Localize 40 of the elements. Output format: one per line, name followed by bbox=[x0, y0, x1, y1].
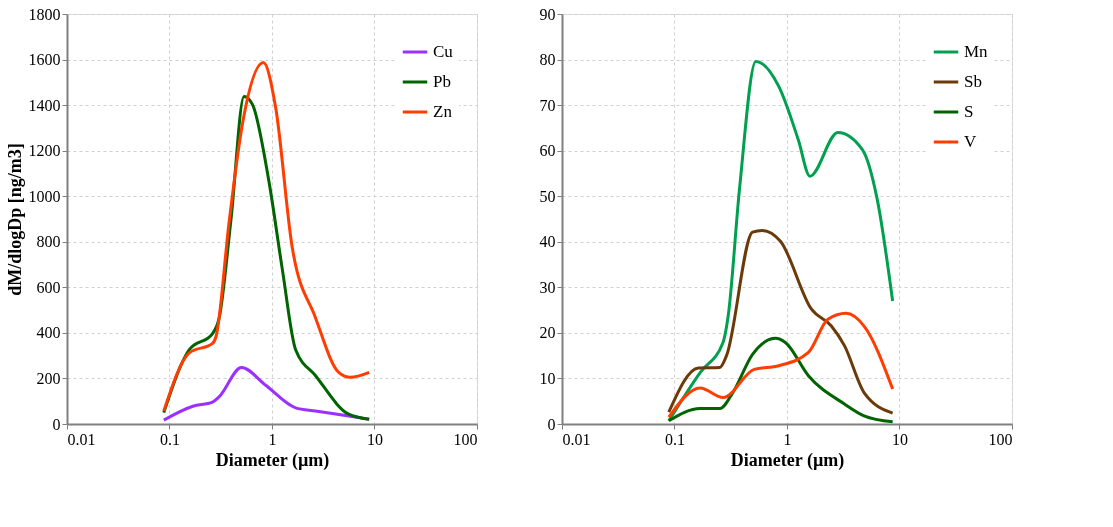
y-axis-title: dM/dlogDp [ng/m3] bbox=[4, 143, 25, 296]
legend-label: V bbox=[964, 132, 977, 151]
y-tick-label: 400 bbox=[36, 324, 61, 342]
legend-label: Cu bbox=[433, 42, 454, 61]
y-tick-label: 1800 bbox=[28, 5, 61, 23]
y-tick-label: 1000 bbox=[28, 187, 61, 205]
y-tick-label: 70 bbox=[539, 96, 556, 114]
y-tick-label: 0 bbox=[52, 415, 61, 433]
x-tick-label: 100 bbox=[453, 430, 478, 448]
y-tick-label: 20 bbox=[539, 324, 556, 342]
legend-label: Pb bbox=[433, 72, 451, 91]
y-tick-label: 50 bbox=[539, 187, 556, 205]
y-tick-label: 1400 bbox=[28, 96, 61, 114]
x-tick-label: 1 bbox=[268, 430, 277, 448]
legend-label: Zn bbox=[433, 102, 453, 121]
x-tick-label: 0.01 bbox=[67, 430, 96, 448]
x-tick-label: 1 bbox=[783, 430, 792, 448]
x-tick-label: 10 bbox=[892, 430, 908, 448]
x-tick-label: 0.1 bbox=[160, 430, 180, 448]
x-tick-label: 100 bbox=[988, 430, 1013, 448]
y-tick-label: 200 bbox=[36, 369, 61, 387]
y-tick-label: 0 bbox=[547, 415, 556, 433]
x-axis-title: Diameter (µm) bbox=[730, 449, 845, 471]
y-tick-label: 800 bbox=[36, 233, 61, 251]
y-tick-label: 80 bbox=[539, 51, 556, 69]
y-tick-label: 1600 bbox=[28, 51, 61, 69]
y-tick-label: 10 bbox=[539, 369, 556, 387]
y-tick-label: 600 bbox=[36, 278, 61, 296]
x-tick-label: 0.1 bbox=[665, 430, 685, 448]
legend-label: Sb bbox=[964, 72, 982, 91]
y-tick-label: 1200 bbox=[28, 142, 61, 160]
y-tick-label: 40 bbox=[539, 233, 556, 251]
legend-label: S bbox=[964, 102, 974, 121]
x-tick-label: 0.01 bbox=[562, 430, 591, 448]
legend-label: Mn bbox=[964, 42, 989, 61]
y-tick-label: 90 bbox=[539, 5, 556, 23]
y-tick-label: 60 bbox=[539, 142, 556, 160]
x-axis-title: Diameter (µm) bbox=[215, 449, 330, 471]
y-tick-label: 30 bbox=[539, 278, 556, 296]
x-tick-label: 10 bbox=[367, 430, 383, 448]
